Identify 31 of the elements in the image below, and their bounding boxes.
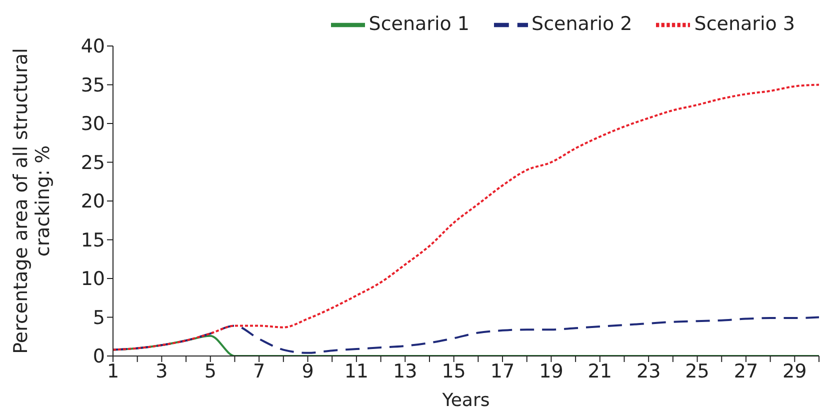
y-tick-label: 10 bbox=[80, 268, 105, 290]
y-tick-label: 0 bbox=[92, 346, 105, 368]
x-tick-label: 3 bbox=[156, 360, 168, 382]
line-series bbox=[113, 84, 819, 351]
x-tick-label: 17 bbox=[490, 360, 515, 382]
y-tick-label: 15 bbox=[80, 229, 105, 252]
x-tick-label: 27 bbox=[734, 360, 758, 382]
x-tick-label: 7 bbox=[253, 360, 266, 382]
y-tick-label: 20 bbox=[80, 190, 105, 213]
legend-label: Scenario 2 bbox=[532, 13, 632, 36]
y-tick-label: 35 bbox=[80, 74, 105, 96]
y-tick-label: 40 bbox=[80, 36, 105, 58]
y-axis-title: Percentage area of all structural cracking: % bbox=[10, 48, 54, 354]
y-tick-label: 30 bbox=[80, 113, 105, 136]
x-tick-label: 29 bbox=[782, 360, 807, 382]
legend-label: Scenario 3 bbox=[694, 13, 795, 36]
y-tick-label: 25 bbox=[80, 152, 105, 174]
x-tick-label: 9 bbox=[302, 360, 314, 382]
x-tick-label: 21 bbox=[588, 360, 612, 382]
x-tick-label: 1 bbox=[106, 360, 120, 382]
legend-label: Scenario 1 bbox=[368, 13, 470, 36]
y-tick-label: 5 bbox=[92, 306, 105, 329]
x-tick-label: 13 bbox=[393, 360, 418, 382]
x-tick-label: 19 bbox=[539, 360, 564, 382]
line-series bbox=[113, 316, 819, 354]
x-tick-label: 25 bbox=[685, 360, 710, 382]
x-tick-label: 23 bbox=[636, 360, 661, 382]
x-tick-label: 11 bbox=[344, 360, 369, 382]
x-tick-label: 5 bbox=[204, 360, 216, 382]
x-tick-label: 15 bbox=[442, 360, 466, 382]
x-axis-title: Years bbox=[441, 390, 490, 411]
